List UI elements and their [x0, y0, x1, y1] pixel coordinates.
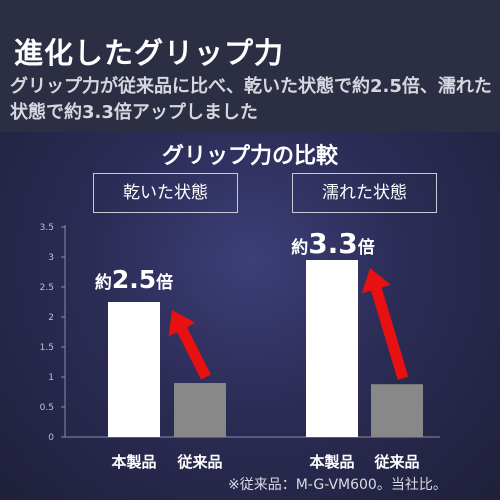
category-label: 本製品	[111, 453, 156, 471]
condition-label-wet: 濡れた状態	[292, 173, 437, 213]
y-tick-label: 3.5	[40, 223, 54, 233]
category-label: 従来品	[373, 453, 419, 471]
y-tick-label: 0.5	[40, 403, 54, 413]
chart-title: グリップ力の比較	[161, 144, 338, 169]
y-tick-label: 2.5	[40, 283, 54, 293]
category-label: 従来品	[176, 453, 222, 471]
page-subtitle: グリップ力が従来品に比べ、乾いた状態で約2.5倍、濡れた状態で約3.3倍アップし…	[10, 76, 492, 123]
category-label: 本製品	[309, 453, 354, 471]
chart-panel	[0, 132, 500, 500]
header: 進化したグリップ力 グリップ力が従来品に比べ、乾いた状態で約2.5倍、濡れた状態…	[0, 0, 500, 132]
multiplier-callout: 約3.3倍	[291, 227, 375, 260]
bar	[306, 260, 358, 437]
bar	[174, 383, 226, 437]
increase-arrow	[361, 268, 409, 380]
y-tick-label: 3	[48, 253, 54, 263]
multiplier-callout: 約2.5倍	[95, 265, 173, 294]
y-tick-label: 0	[48, 433, 54, 443]
increase-arrow	[168, 310, 211, 380]
y-tick-label: 2	[48, 313, 54, 323]
footnote: ※従来品：M-G-VM600。当社比。	[228, 477, 447, 493]
condition-label-dry: 乾いた状態	[93, 173, 238, 213]
bar	[371, 384, 423, 437]
y-tick-label: 1	[48, 373, 54, 383]
bar	[108, 302, 160, 437]
page-title: 進化したグリップ力	[14, 36, 285, 70]
y-tick-label: 1.5	[40, 343, 54, 353]
